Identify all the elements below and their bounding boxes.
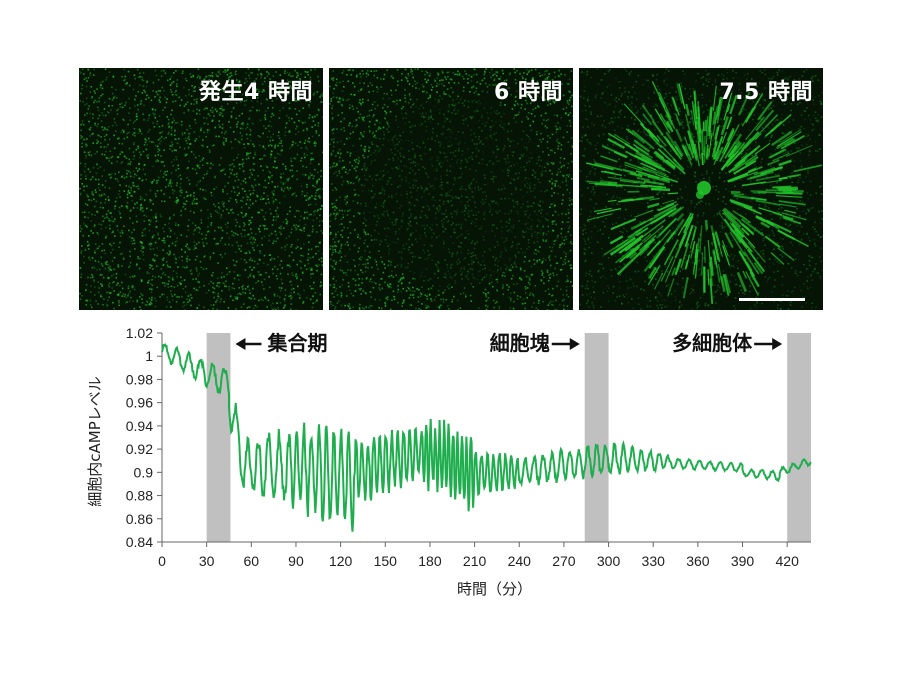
y-tick-label: 0.98 (126, 371, 153, 387)
micrograph-image (329, 68, 573, 310)
y-tick-label: 0.9 (134, 464, 154, 480)
panel-label: 発生4 時間 (199, 80, 313, 105)
panel-label: 6 時間 (494, 80, 563, 105)
phase-label: 集合期 (266, 331, 327, 355)
y-tick-label: 0.94 (126, 418, 153, 434)
x-tick-label: 180 (418, 553, 442, 569)
x-tick-label: 240 (508, 553, 532, 569)
micrograph-image (79, 68, 323, 310)
scale-bar (739, 298, 805, 301)
y-tick-label: 1.02 (126, 325, 153, 341)
panel-label: 7.5 時間 (719, 80, 813, 105)
micrograph-image (579, 68, 823, 310)
y-tick-label: 1 (145, 348, 153, 364)
micrograph-6h: 6 時間 (329, 68, 573, 310)
x-tick-label: 120 (329, 553, 353, 569)
micrograph-4h: 発生4 時間 (79, 68, 323, 310)
right-arrow-icon (569, 338, 580, 350)
left-arrow-icon (235, 338, 246, 350)
shaded-phase-region (206, 333, 231, 542)
x-tick-label: 330 (642, 553, 666, 569)
x-tick-label: 420 (776, 553, 800, 569)
camp-series-line (161, 342, 812, 532)
x-tick-label: 0 (158, 553, 166, 569)
x-tick-label: 270 (552, 553, 576, 569)
y-tick-label: 0.86 (126, 511, 153, 527)
y-tick-label: 0.92 (126, 441, 153, 457)
y-tick-label: 0.84 (126, 534, 153, 550)
shaded-phase-region (787, 333, 811, 542)
shaded-phase-region (584, 333, 609, 542)
y-tick-label: 0.88 (126, 488, 153, 504)
x-tick-label: 90 (288, 553, 304, 569)
x-tick-label: 360 (686, 553, 710, 569)
x-tick-label: 150 (374, 553, 398, 569)
x-axis-label: 時間（分） (457, 580, 532, 598)
x-tick-label: 390 (731, 553, 755, 569)
x-tick-label: 210 (463, 553, 487, 569)
micrograph-7-5h: 7.5 時間 (579, 68, 823, 310)
y-axis-label: 細胞内cAMPレベル (86, 376, 104, 507)
right-arrow-icon (772, 338, 783, 350)
x-tick-label: 60 (244, 553, 260, 569)
phase-label: 多細胞体 (672, 331, 753, 355)
x-tick-label: 300 (597, 553, 621, 569)
y-tick-label: 0.96 (126, 395, 153, 411)
phase-label: 細胞塊 (490, 331, 550, 355)
x-tick-label: 30 (199, 553, 215, 569)
camp-level-chart: 集合期 細胞塊 多細胞体 0.84 0.86 0.88 0.9 0.92 0.94 0.96 0.… (86, 325, 812, 598)
